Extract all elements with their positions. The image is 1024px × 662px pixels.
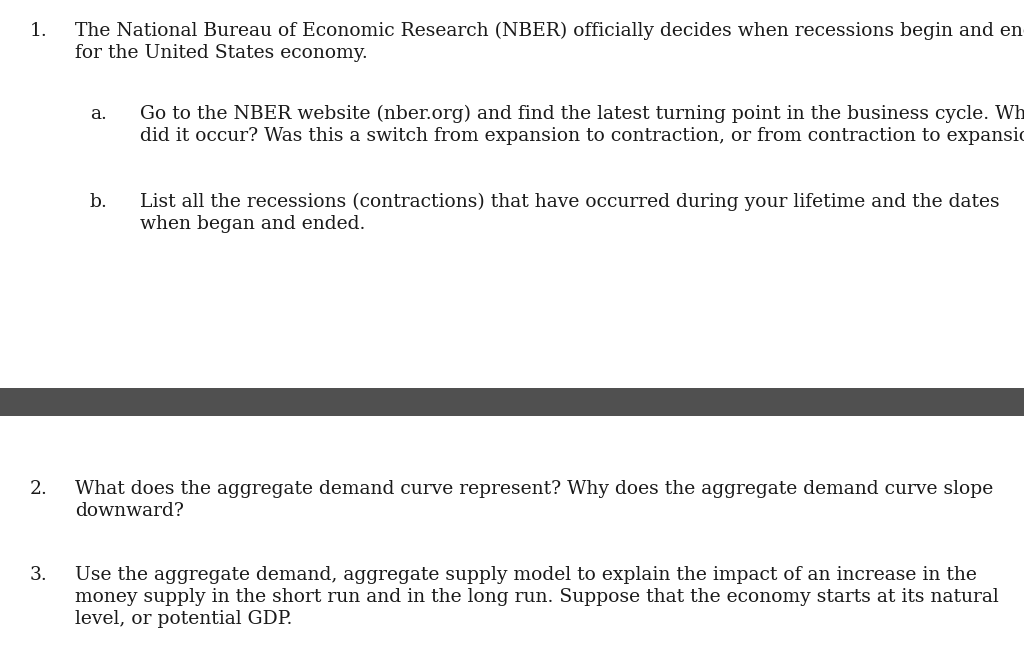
Text: downward?: downward? bbox=[75, 502, 184, 520]
Text: level, or potential GDP.: level, or potential GDP. bbox=[75, 610, 293, 628]
Text: for the United States economy.: for the United States economy. bbox=[75, 44, 368, 62]
Text: List all the recessions (contractions) that have occurred during your lifetime a: List all the recessions (contractions) t… bbox=[140, 193, 999, 211]
Text: The National Bureau of Economic Research (NBER) officially decides when recessio: The National Bureau of Economic Research… bbox=[75, 22, 1024, 40]
Text: b.: b. bbox=[90, 193, 108, 211]
Text: 1.: 1. bbox=[30, 22, 48, 40]
Text: money supply in the short run and in the long run. Suppose that the economy star: money supply in the short run and in the… bbox=[75, 588, 998, 606]
Text: What does the aggregate demand curve represent? Why does the aggregate demand cu: What does the aggregate demand curve rep… bbox=[75, 480, 993, 498]
Text: Use the aggregate demand, aggregate supply model to explain the impact of an inc: Use the aggregate demand, aggregate supp… bbox=[75, 566, 977, 584]
Bar bbox=[0, 388, 1024, 416]
Text: when began and ended.: when began and ended. bbox=[140, 215, 366, 233]
Text: a.: a. bbox=[90, 105, 106, 123]
Text: Go to the NBER website (nber.org) and find the latest turning point in the busin: Go to the NBER website (nber.org) and fi… bbox=[140, 105, 1024, 123]
Text: 3.: 3. bbox=[30, 566, 48, 584]
Text: did it occur? Was this a switch from expansion to contraction, or from contracti: did it occur? Was this a switch from exp… bbox=[140, 127, 1024, 145]
Text: 2.: 2. bbox=[30, 480, 48, 498]
